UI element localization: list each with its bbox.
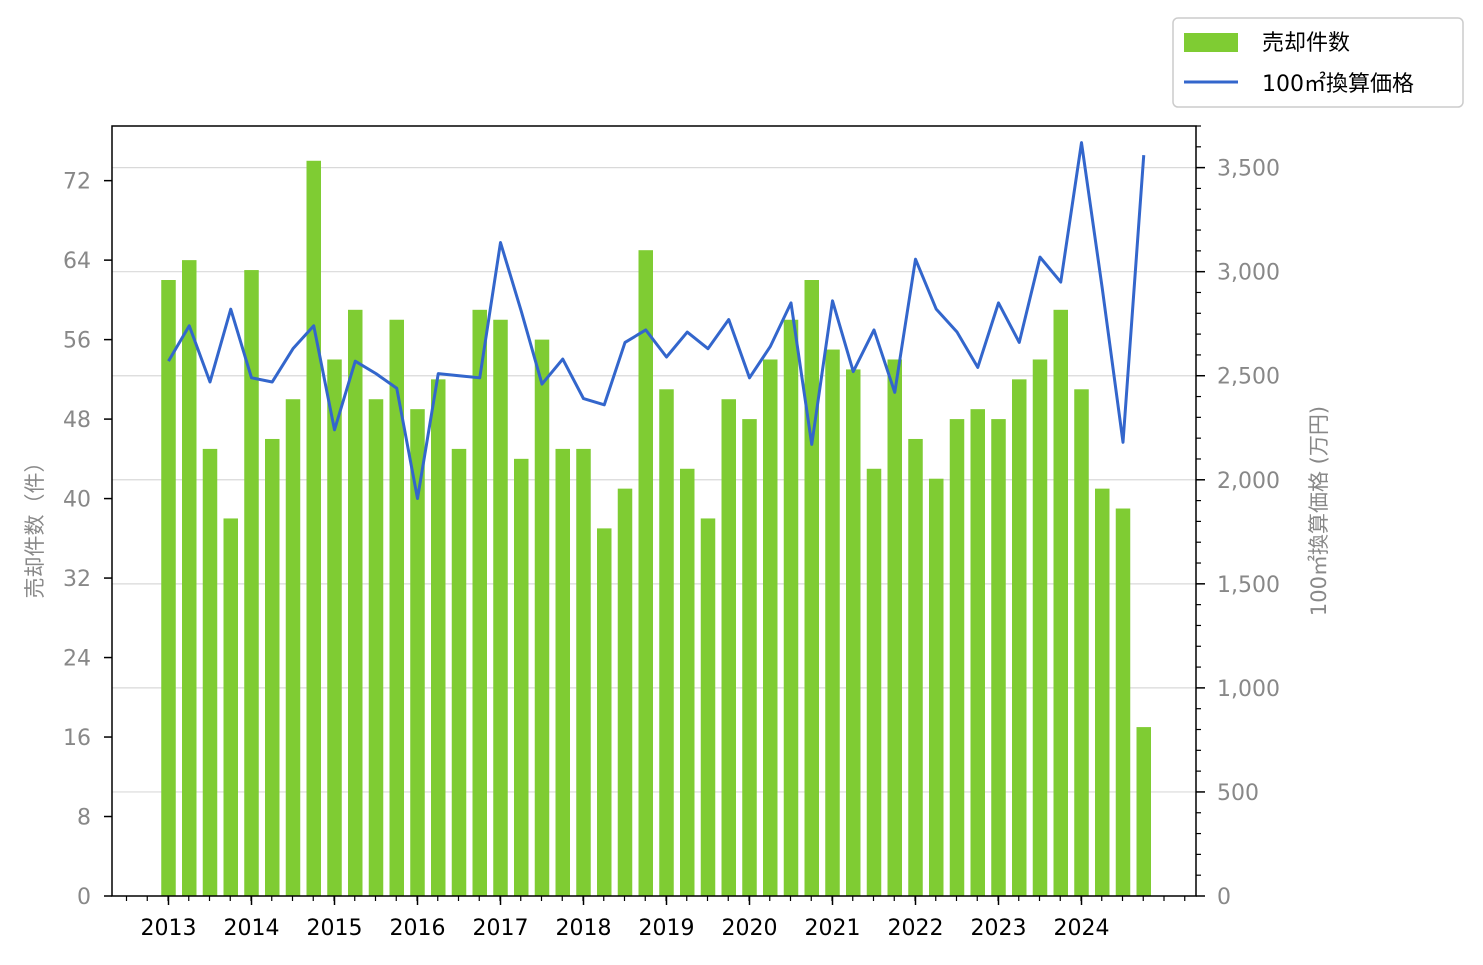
bar-series bbox=[161, 161, 1151, 896]
x-tick-label-2: 2015 bbox=[307, 916, 363, 941]
y-right-tick-label-5: 2,500 bbox=[1217, 365, 1280, 390]
x-tick-label-8: 2021 bbox=[805, 916, 861, 941]
bar-31 bbox=[805, 280, 820, 896]
bar-32 bbox=[825, 350, 840, 896]
x-tick-label-9: 2022 bbox=[888, 916, 944, 941]
bar-47 bbox=[1137, 727, 1152, 896]
y-left-tick-label-7: 56 bbox=[63, 329, 91, 354]
legend-line-label: 100㎡換算価格 bbox=[1262, 71, 1414, 97]
bar-20 bbox=[576, 449, 591, 896]
bar-35 bbox=[888, 359, 903, 896]
bar-22 bbox=[618, 489, 633, 896]
x-tick-label-10: 2023 bbox=[971, 916, 1027, 941]
bar-1 bbox=[182, 260, 197, 896]
y-axis-right-label: 100㎡換算価格 (万円) bbox=[1307, 406, 1331, 616]
bar-45 bbox=[1095, 489, 1110, 896]
bar-38 bbox=[950, 419, 965, 896]
bar-44 bbox=[1074, 389, 1089, 896]
y-left-tick-label-9: 72 bbox=[63, 170, 91, 195]
bar-16 bbox=[493, 320, 508, 896]
bar-43 bbox=[1054, 310, 1069, 896]
bar-9 bbox=[348, 310, 363, 896]
bar-11 bbox=[390, 320, 405, 896]
y-left-tick-label-4: 32 bbox=[63, 567, 91, 592]
bar-36 bbox=[908, 439, 923, 896]
x-tick-label-5: 2018 bbox=[556, 916, 612, 941]
y-right-tick-label-3: 1,500 bbox=[1217, 573, 1280, 598]
bar-14 bbox=[452, 449, 467, 896]
bar-39 bbox=[971, 409, 986, 896]
bar-26 bbox=[701, 518, 716, 896]
bar-13 bbox=[431, 379, 446, 896]
bar-6 bbox=[286, 399, 301, 896]
x-axis: 2013 2014 2015 2016 2017 2018 2019 2020 2021 2022… bbox=[127, 896, 1185, 941]
y-left-tick-label-2: 16 bbox=[63, 726, 91, 751]
bar-42 bbox=[1033, 359, 1048, 896]
y-axis-right: 0 500 1,000 1,500 2,000 2,500 3,000 3,500 bbox=[1196, 126, 1280, 910]
bar-23 bbox=[639, 250, 654, 896]
bar-46 bbox=[1116, 509, 1131, 896]
y-axis-left-label: 売却件数（件） bbox=[23, 452, 47, 599]
bar-12 bbox=[410, 409, 425, 896]
bar-10 bbox=[369, 399, 384, 896]
bar-0 bbox=[161, 280, 176, 896]
x-tick-label-6: 2019 bbox=[639, 916, 695, 941]
bar-18 bbox=[535, 340, 550, 896]
bar-2 bbox=[203, 449, 218, 896]
bar-15 bbox=[473, 310, 488, 896]
x-tick-label-1: 2014 bbox=[224, 916, 280, 941]
bar-17 bbox=[514, 459, 529, 896]
bar-27 bbox=[722, 399, 737, 896]
bar-19 bbox=[556, 449, 571, 896]
bar-37 bbox=[929, 479, 944, 896]
y-left-tick-label-3: 24 bbox=[63, 647, 91, 672]
y-right-tick-label-0: 0 bbox=[1217, 885, 1231, 910]
y-left-tick-label-8: 64 bbox=[63, 249, 91, 274]
y-right-tick-label-6: 3,000 bbox=[1217, 261, 1280, 286]
bar-40 bbox=[991, 419, 1006, 896]
y-right-tick-label-7: 3,500 bbox=[1217, 157, 1280, 182]
bar-29 bbox=[763, 359, 778, 896]
y-right-tick-label-1: 500 bbox=[1217, 781, 1259, 806]
legend-bar-label: 売却件数 bbox=[1262, 31, 1350, 56]
bar-33 bbox=[846, 369, 861, 896]
bar-24 bbox=[659, 389, 674, 896]
legend-bar-swatch bbox=[1184, 33, 1238, 52]
bar-5 bbox=[265, 439, 280, 896]
bar-21 bbox=[597, 528, 612, 896]
x-tick-label-0: 2013 bbox=[141, 916, 197, 941]
x-tick-label-11: 2024 bbox=[1054, 916, 1110, 941]
y-right-tick-label-2: 1,000 bbox=[1217, 677, 1280, 702]
bar-41 bbox=[1012, 379, 1027, 896]
x-tick-label-4: 2017 bbox=[473, 916, 529, 941]
y-right-tick-label-4: 2,000 bbox=[1217, 469, 1280, 494]
bar-28 bbox=[742, 419, 757, 896]
x-tick-label-7: 2020 bbox=[722, 916, 778, 941]
bar-25 bbox=[680, 469, 695, 896]
bar-7 bbox=[307, 161, 322, 896]
y-left-tick-label-6: 48 bbox=[63, 408, 91, 433]
y-axis-left: 0 8 16 24 32 40 48 56 64 72 bbox=[63, 170, 112, 910]
x-tick-label-3: 2016 bbox=[390, 916, 446, 941]
y-left-tick-label-0: 0 bbox=[77, 885, 91, 910]
y-left-tick-label-1: 8 bbox=[77, 806, 91, 831]
bar-30 bbox=[784, 320, 799, 896]
legend: 売却件数 100㎡換算価格 bbox=[1173, 18, 1463, 107]
bar-8 bbox=[327, 359, 342, 896]
y-left-tick-label-5: 40 bbox=[63, 488, 91, 513]
bar-3 bbox=[224, 518, 239, 896]
bar-34 bbox=[867, 469, 882, 896]
